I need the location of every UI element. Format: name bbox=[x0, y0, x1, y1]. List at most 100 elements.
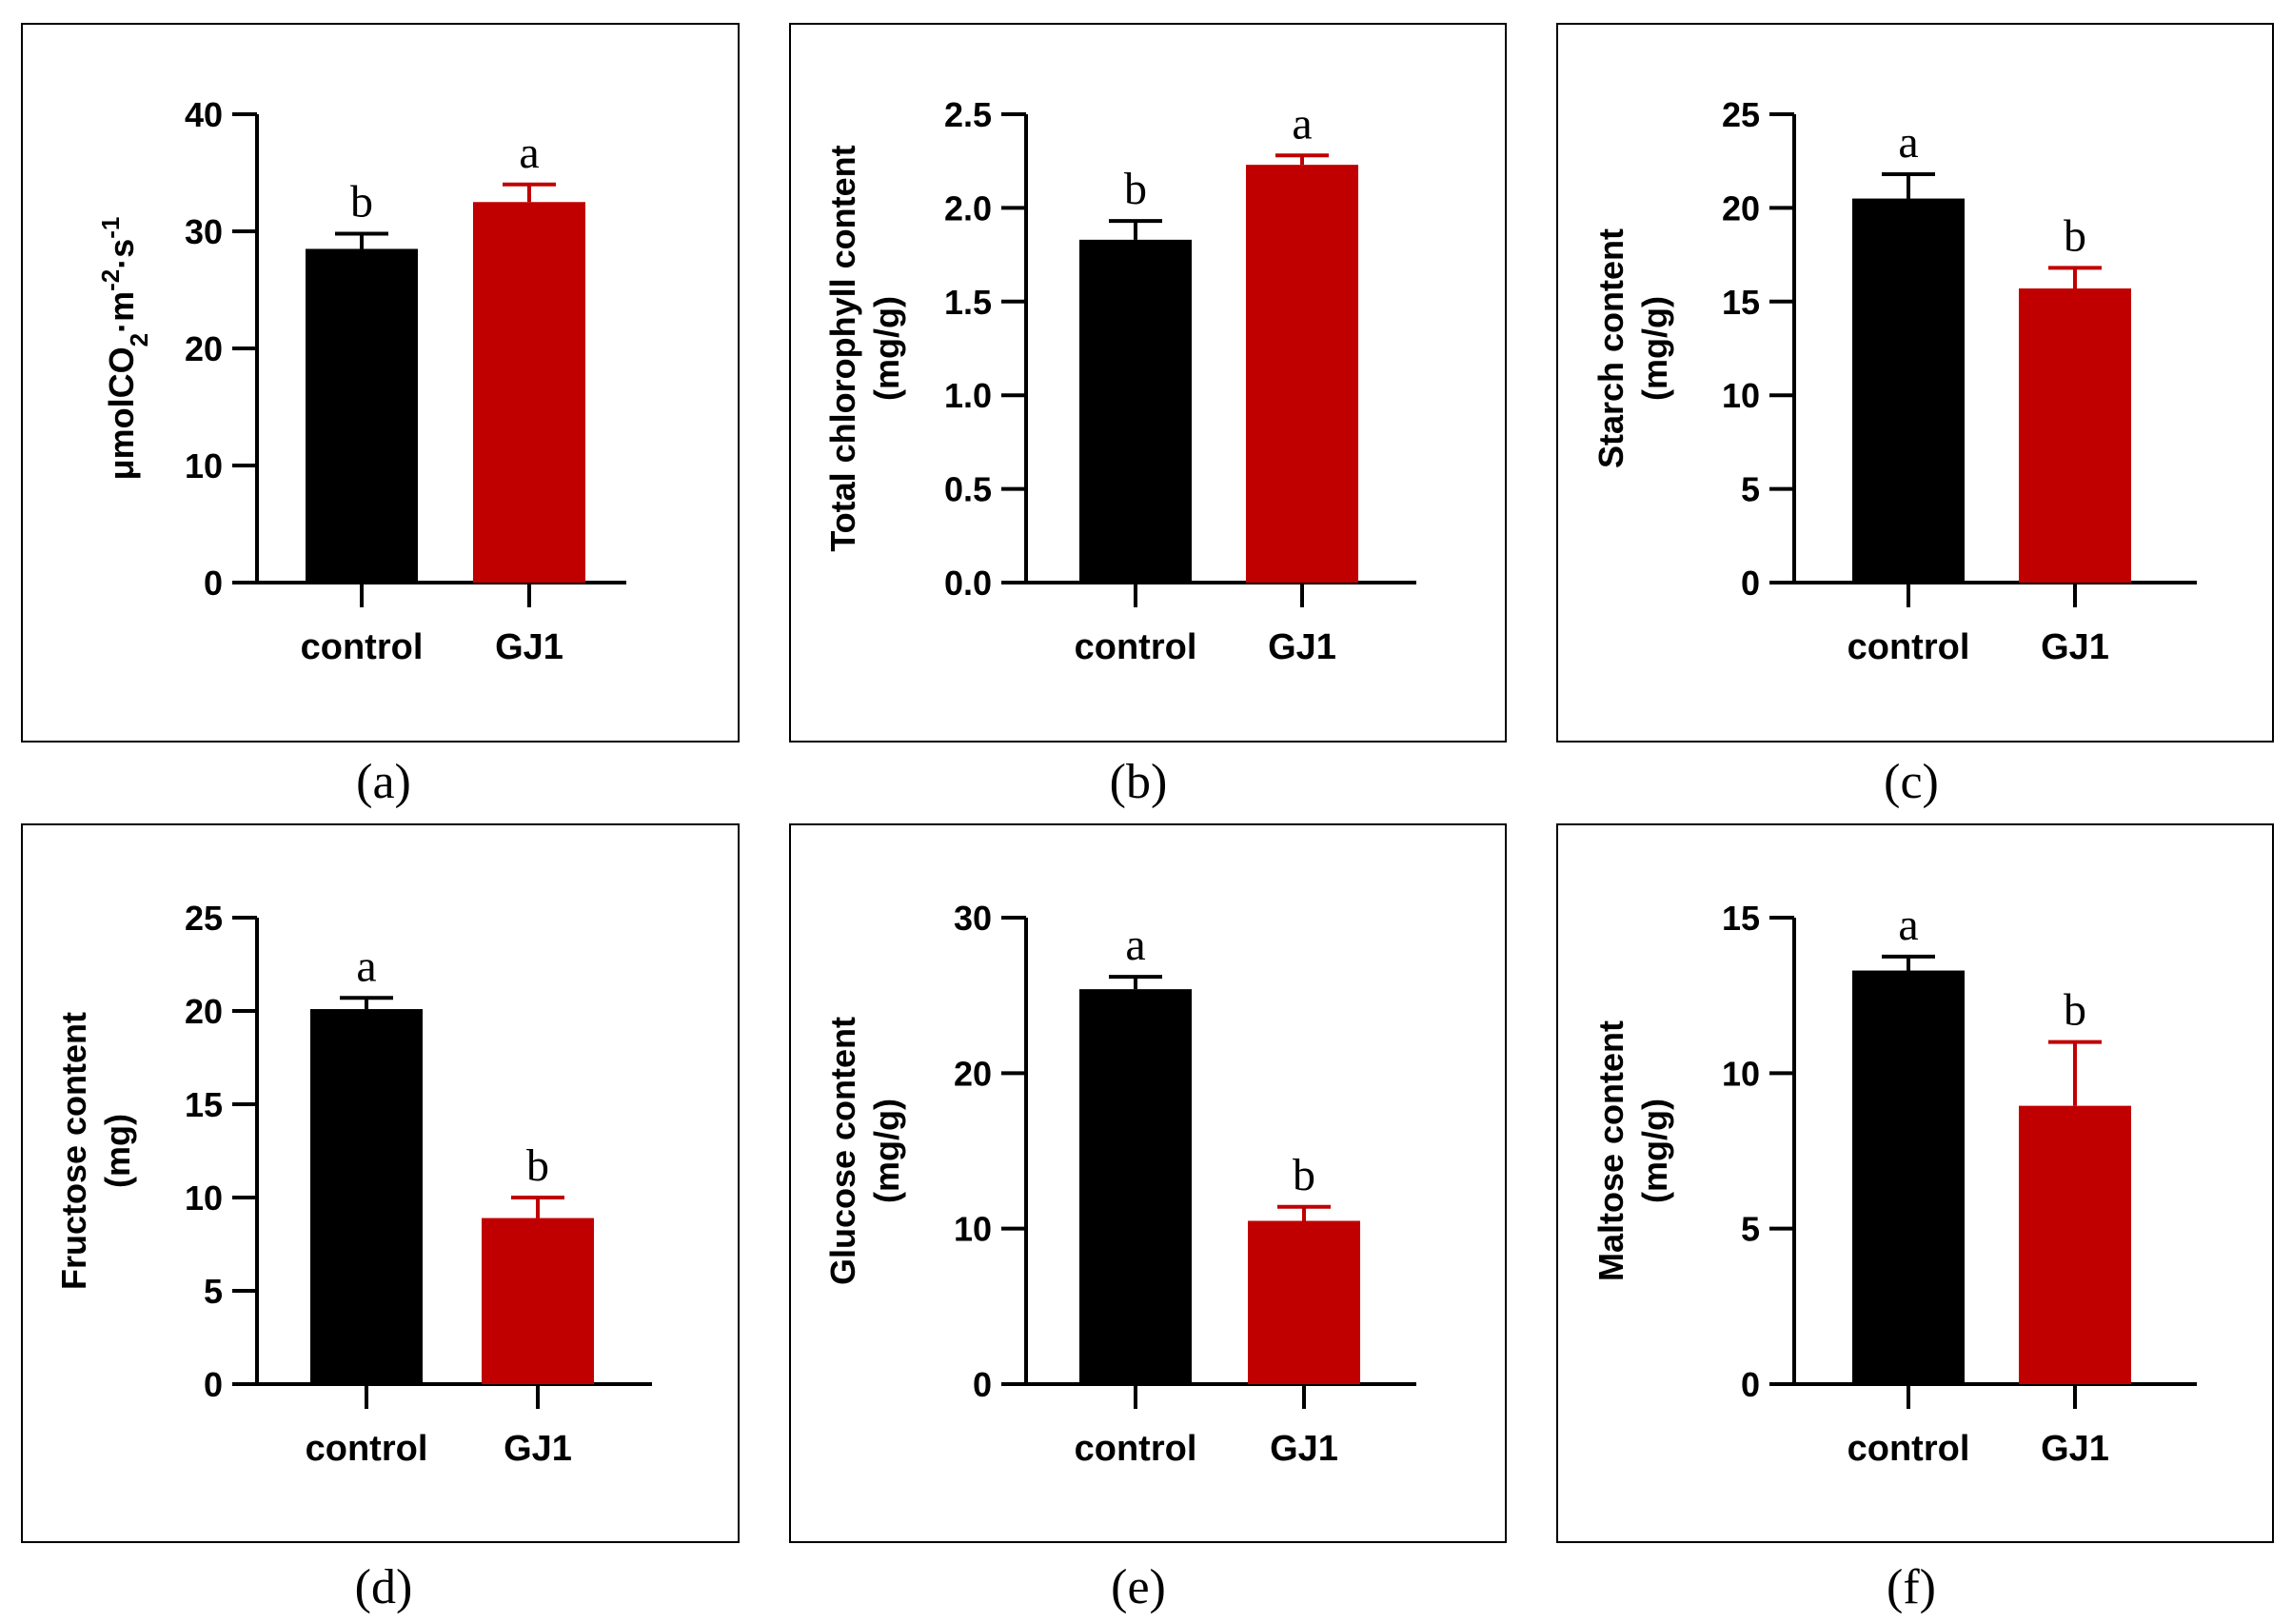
x-tick-label: control bbox=[1847, 1429, 1970, 1469]
y-tick-label: 0 bbox=[973, 1365, 992, 1404]
panel-caption: (b) bbox=[1110, 755, 1168, 809]
y-tick-label: 20 bbox=[1722, 188, 1760, 228]
x-tick-label: control bbox=[301, 627, 424, 667]
significance-letter: a bbox=[1898, 117, 1918, 168]
panel-frame bbox=[1556, 23, 2274, 743]
y-tick-label: 10 bbox=[185, 446, 223, 485]
y-tick-label: 20 bbox=[185, 992, 223, 1031]
chart-panel-b: 0.0 0.5 1.0 1.5 2.0 2.5 b control a GJ1 Total chlo… bbox=[789, 23, 1507, 809]
significance-letter: b bbox=[1293, 1150, 1315, 1200]
y-tick-label: 5 bbox=[1741, 470, 1760, 509]
bar-control bbox=[310, 1009, 423, 1384]
panel-frame bbox=[789, 823, 1507, 1543]
y-axis-label: Maltose content bbox=[1591, 1020, 1630, 1281]
x-tick-label: GJ1 bbox=[2041, 1429, 2109, 1469]
panel-caption: (a) bbox=[356, 755, 411, 809]
bar-control bbox=[1079, 239, 1192, 583]
significance-letter: a bbox=[1898, 900, 1918, 950]
y-axis-label: (mg) bbox=[98, 1114, 137, 1188]
panel-caption: (e) bbox=[1111, 1560, 1166, 1614]
y-tick-label: 10 bbox=[1722, 376, 1760, 415]
y-tick-label: 0 bbox=[1741, 564, 1760, 603]
panel-frame bbox=[21, 23, 740, 743]
y-tick-label: 5 bbox=[1741, 1210, 1760, 1249]
y-axis-label: (mg/g) bbox=[867, 296, 906, 401]
bar-GJ1 bbox=[2019, 1105, 2131, 1384]
y-tick-label: 1.5 bbox=[944, 283, 992, 322]
y-tick-label: 1.0 bbox=[944, 376, 992, 415]
y-axis-label-part: μmolCO bbox=[102, 347, 141, 480]
bar-control bbox=[1079, 989, 1192, 1384]
y-tick-label: 10 bbox=[1722, 1054, 1760, 1093]
y-tick-label: 30 bbox=[954, 899, 992, 938]
x-tick-label: GJ1 bbox=[1268, 627, 1336, 667]
y-tick-label: 15 bbox=[185, 1085, 223, 1124]
bar-GJ1 bbox=[1248, 1220, 1360, 1384]
y-tick-label: 0 bbox=[204, 1365, 223, 1404]
y-axis-label: (mg/g) bbox=[867, 1099, 906, 1203]
y-axis-label: μmolCO2·m-2·s-1 bbox=[96, 217, 153, 481]
y-axis-label: Total chlorophyll content bbox=[823, 145, 862, 551]
x-tick-label: control bbox=[1075, 1429, 1197, 1469]
y-axis-label-part: ·s bbox=[102, 239, 141, 269]
y-tick-label: 10 bbox=[185, 1178, 223, 1218]
y-tick-label: 10 bbox=[954, 1210, 992, 1249]
chart-panel-e: 0 10 20 30 a control b GJ1 Glucose content (mg/g)… bbox=[789, 823, 1507, 1614]
x-tick-label: GJ1 bbox=[504, 1429, 572, 1469]
y-tick-label: 40 bbox=[185, 95, 223, 134]
x-tick-label: control bbox=[1075, 627, 1197, 667]
chart-panel-d: 0 5 10 15 20 25 a control b GJ1 Fructose content (m… bbox=[21, 823, 740, 1614]
panel-frame bbox=[21, 823, 740, 1543]
y-axis-label: Starch content bbox=[1591, 228, 1630, 468]
bar-GJ1 bbox=[473, 202, 585, 583]
significance-letter: b bbox=[350, 176, 373, 227]
y-tick-label: 25 bbox=[1722, 95, 1760, 134]
y-tick-label: 20 bbox=[185, 329, 223, 368]
y-axis-label: Glucose content bbox=[823, 1017, 862, 1285]
y-axis-label-part: ·m bbox=[102, 291, 141, 333]
y-tick-label: 0 bbox=[1741, 1365, 1760, 1404]
y-tick-label: 30 bbox=[185, 212, 223, 251]
y-tick-label: 20 bbox=[954, 1054, 992, 1093]
y-tick-label: 5 bbox=[204, 1272, 223, 1311]
chart-panel-a: 0 10 20 30 40 b control a GJ1 μmolCO2·m-2·s-1 (a) bbox=[21, 23, 740, 809]
bar-GJ1 bbox=[482, 1218, 594, 1384]
x-tick-label: GJ1 bbox=[1270, 1429, 1338, 1469]
y-tick-label: 2.5 bbox=[944, 95, 992, 134]
y-tick-label: 25 bbox=[185, 899, 223, 938]
y-axis-label: (mg/g) bbox=[1635, 1099, 1674, 1203]
significance-letter: a bbox=[356, 941, 376, 991]
y-tick-label: 2.0 bbox=[944, 188, 992, 228]
panel-caption: (f) bbox=[1887, 1560, 1936, 1614]
y-tick-label: 0.0 bbox=[944, 564, 992, 603]
y-axis-label: (mg/g) bbox=[1635, 296, 1674, 401]
bar-GJ1 bbox=[1246, 165, 1358, 584]
panel-frame bbox=[789, 23, 1507, 743]
y-axis-label-part: 2 bbox=[125, 333, 153, 347]
y-axis-label-part: -2 bbox=[96, 269, 125, 291]
y-tick-label: 15 bbox=[1722, 283, 1760, 322]
x-tick-label: GJ1 bbox=[2041, 627, 2109, 667]
significance-letter: a bbox=[519, 128, 539, 178]
y-tick-label: 0.5 bbox=[944, 470, 992, 509]
y-axis-label-part: -1 bbox=[96, 217, 125, 239]
significance-letter: b bbox=[2064, 985, 2086, 1036]
panel-caption: (c) bbox=[1884, 755, 1939, 809]
bar-GJ1 bbox=[2019, 288, 2131, 583]
significance-letter: a bbox=[1125, 920, 1145, 970]
chart-panel-c: 0 5 10 15 20 25 a control b GJ1 Starch content (mg/… bbox=[1556, 23, 2274, 809]
bar-control bbox=[1852, 198, 1965, 583]
y-axis-label: Fructose content bbox=[54, 1012, 93, 1290]
x-tick-label: control bbox=[1847, 627, 1970, 667]
y-tick-label: 15 bbox=[1722, 899, 1760, 938]
significance-letter: b bbox=[2064, 210, 2086, 261]
panel-frame bbox=[1556, 823, 2274, 1543]
chart-panel-f: 0 5 10 15 a control b GJ1 Maltose content (mg/g) (… bbox=[1556, 823, 2274, 1614]
panel-caption: (d) bbox=[355, 1560, 413, 1614]
y-tick-label: 0 bbox=[204, 564, 223, 603]
x-tick-label: control bbox=[306, 1429, 428, 1469]
bar-control bbox=[306, 248, 418, 583]
significance-letter: b bbox=[526, 1140, 549, 1191]
significance-letter: b bbox=[1124, 164, 1147, 214]
